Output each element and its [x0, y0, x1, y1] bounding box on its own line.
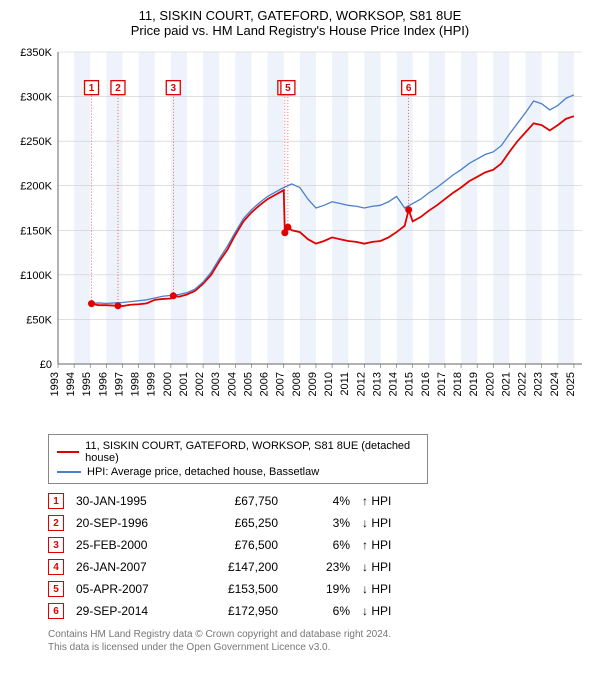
legend: 11, SISKIN COURT, GATEFORD, WORKSOP, S81…	[48, 434, 428, 484]
tx-pct: 19%	[290, 582, 350, 596]
legend-item: 11, SISKIN COURT, GATEFORD, WORKSOP, S81…	[57, 439, 419, 465]
svg-text:6: 6	[406, 83, 412, 94]
svg-text:2025: 2025	[565, 372, 577, 396]
svg-text:1: 1	[89, 83, 95, 94]
transaction-row: 5 05-APR-2007 £153,500 19% ↓ HPI	[48, 578, 588, 600]
svg-text:£50K: £50K	[26, 314, 52, 326]
svg-text:2018: 2018	[452, 372, 464, 396]
page-subtitle: Price paid vs. HM Land Registry's House …	[12, 23, 588, 38]
transaction-row: 6 29-SEP-2014 £172,950 6% ↓ HPI	[48, 600, 588, 622]
svg-text:2021: 2021	[500, 372, 512, 396]
svg-text:2014: 2014	[388, 372, 400, 396]
tx-pct: 6%	[290, 604, 350, 618]
svg-text:2019: 2019	[468, 372, 480, 396]
tx-marker: 6	[48, 603, 64, 619]
svg-text:2023: 2023	[533, 372, 545, 396]
svg-text:£100K: £100K	[20, 270, 52, 282]
tx-pct: 3%	[290, 516, 350, 530]
tx-date: 29-SEP-2014	[76, 604, 186, 618]
transaction-row: 4 26-JAN-2007 £147,200 23% ↓ HPI	[48, 556, 588, 578]
tx-price: £147,200	[198, 560, 278, 574]
tx-date: 26-JAN-2007	[76, 560, 186, 574]
tx-price: £172,950	[198, 604, 278, 618]
tx-marker: 4	[48, 559, 64, 575]
svg-text:3: 3	[170, 83, 176, 94]
svg-text:£250K: £250K	[20, 136, 52, 148]
tx-marker: 3	[48, 537, 64, 553]
svg-text:2024: 2024	[549, 372, 561, 396]
tx-hpi: ↓ HPI	[362, 560, 391, 574]
tx-date: 25-FEB-2000	[76, 538, 186, 552]
tx-price: £76,500	[198, 538, 278, 552]
svg-text:2016: 2016	[420, 372, 432, 396]
svg-text:2022: 2022	[517, 372, 529, 396]
chart-svg: £0 £50K £100K £150K £200K £250K £300K £350K 1993…	[12, 44, 588, 424]
svg-text:2017: 2017	[436, 372, 448, 396]
tx-marker: 2	[48, 515, 64, 531]
svg-text:1993: 1993	[49, 372, 61, 396]
svg-text:1994: 1994	[65, 372, 77, 396]
tx-pct: 6%	[290, 538, 350, 552]
tx-pct: 4%	[290, 494, 350, 508]
legend-label: HPI: Average price, detached house, Bass…	[87, 466, 319, 478]
svg-text:2020: 2020	[484, 372, 496, 396]
tx-price: £153,500	[198, 582, 278, 596]
legend-label: 11, SISKIN COURT, GATEFORD, WORKSOP, S81…	[85, 440, 419, 464]
transaction-row: 3 25-FEB-2000 £76,500 6% ↑ HPI	[48, 534, 588, 556]
tx-hpi: ↓ HPI	[362, 604, 391, 618]
svg-text:2000: 2000	[162, 372, 174, 396]
svg-text:2007: 2007	[275, 372, 287, 396]
svg-text:1996: 1996	[97, 372, 109, 396]
svg-text:2012: 2012	[355, 372, 367, 396]
tx-price: £65,250	[198, 516, 278, 530]
tx-hpi: ↓ HPI	[362, 516, 391, 530]
svg-text:2008: 2008	[291, 372, 303, 396]
svg-text:2: 2	[115, 83, 121, 94]
svg-text:2004: 2004	[226, 372, 238, 396]
tx-date: 30-JAN-1995	[76, 494, 186, 508]
transaction-row: 2 20-SEP-1996 £65,250 3% ↓ HPI	[48, 512, 588, 534]
svg-text:£350K: £350K	[20, 47, 52, 59]
svg-text:2013: 2013	[371, 372, 383, 396]
svg-text:2002: 2002	[194, 372, 206, 396]
svg-text:2015: 2015	[404, 372, 416, 396]
tx-pct: 23%	[290, 560, 350, 574]
svg-text:2009: 2009	[307, 372, 319, 396]
svg-text:£200K: £200K	[20, 181, 52, 193]
tx-marker: 5	[48, 581, 64, 597]
svg-text:2010: 2010	[323, 372, 335, 396]
legend-item: HPI: Average price, detached house, Bass…	[57, 465, 419, 479]
svg-text:2011: 2011	[339, 372, 351, 396]
svg-text:£150K: £150K	[20, 225, 52, 237]
tx-price: £67,750	[198, 494, 278, 508]
svg-text:1998: 1998	[130, 372, 142, 396]
svg-text:2006: 2006	[259, 372, 271, 396]
svg-text:1997: 1997	[113, 372, 125, 396]
svg-text:2001: 2001	[178, 372, 190, 396]
svg-text:1995: 1995	[81, 372, 93, 396]
tx-date: 05-APR-2007	[76, 582, 186, 596]
svg-text:£0: £0	[40, 359, 52, 371]
legend-swatch	[57, 471, 81, 473]
svg-text:£300K: £300K	[20, 92, 52, 104]
svg-text:2005: 2005	[242, 372, 254, 396]
svg-text:2003: 2003	[210, 372, 222, 396]
page-title: 11, SISKIN COURT, GATEFORD, WORKSOP, S81…	[12, 8, 588, 23]
tx-hpi: ↑ HPI	[362, 494, 391, 508]
transaction-row: 1 30-JAN-1995 £67,750 4% ↑ HPI	[48, 490, 588, 512]
footer-attribution: Contains HM Land Registry data © Crown c…	[48, 628, 588, 654]
tx-hpi: ↓ HPI	[362, 582, 391, 596]
tx-marker: 1	[48, 493, 64, 509]
tx-date: 20-SEP-1996	[76, 516, 186, 530]
tx-hpi: ↑ HPI	[362, 538, 391, 552]
footer-line1: Contains HM Land Registry data © Crown c…	[48, 628, 588, 641]
legend-swatch	[57, 451, 79, 453]
svg-text:5: 5	[285, 83, 291, 94]
transaction-table: 1 30-JAN-1995 £67,750 4% ↑ HPI 2 20-SEP-1996 £6…	[48, 490, 588, 622]
svg-text:1999: 1999	[146, 372, 158, 396]
footer-line2: This data is licensed under the Open Gov…	[48, 641, 588, 654]
price-chart: £0 £50K £100K £150K £200K £250K £300K £350K 1993…	[12, 44, 588, 424]
